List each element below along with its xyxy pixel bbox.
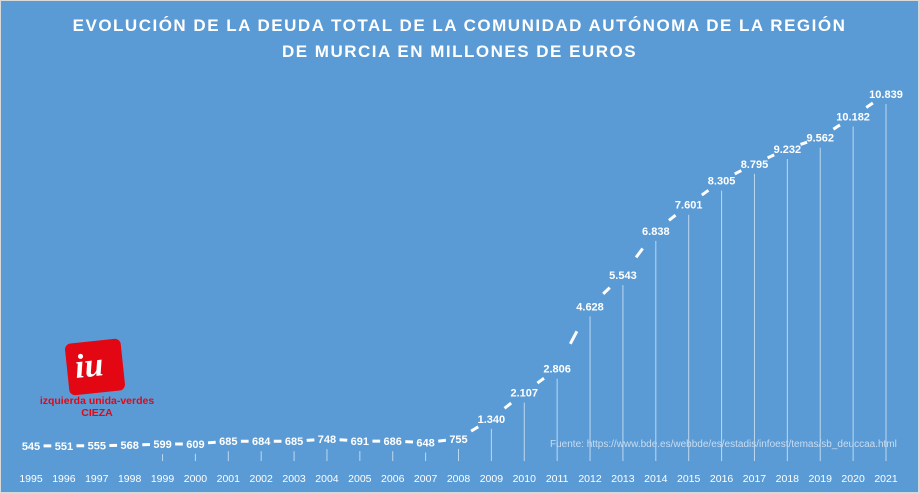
data-label-2015: 7.601 — [675, 200, 703, 212]
x-tick-label-2013: 2013 — [611, 473, 635, 485]
logo-caption: izquierda unida-verdes CIEZA — [37, 395, 157, 419]
data-label-2005: 691 — [351, 436, 369, 448]
line-segment-2011 — [568, 330, 579, 345]
data-label-1998: 568 — [120, 440, 138, 452]
x-tick-label-1997: 1997 — [85, 473, 109, 485]
x-tick-label-2017: 2017 — [743, 473, 767, 485]
line-segment-2017 — [766, 153, 775, 160]
x-tick-label-2011: 2011 — [546, 473, 569, 485]
line-segment-2009 — [503, 401, 513, 410]
data-label-2002: 684 — [252, 436, 271, 448]
x-tick-label-2021: 2021 — [874, 473, 898, 485]
data-label-2021: 10.839 — [869, 89, 903, 101]
line-segment-2003 — [306, 438, 315, 442]
x-tick-label-2014: 2014 — [644, 473, 668, 485]
line-segment-2012 — [602, 286, 611, 295]
line-segment-2018 — [800, 140, 808, 146]
data-label-2007: 648 — [416, 437, 434, 449]
iu-logo: iu — [64, 338, 126, 396]
line-segment-2010 — [536, 377, 545, 385]
line-segment-2007 — [438, 438, 447, 443]
x-tick-label-1998: 1998 — [118, 473, 142, 485]
logo-name: izquierda unida-verdes — [39, 395, 155, 407]
x-tick-label-2019: 2019 — [809, 473, 833, 485]
x-tick-label-2015: 2015 — [677, 473, 701, 485]
x-tick-label-1999: 1999 — [151, 473, 175, 485]
data-label-2012: 4.628 — [576, 301, 604, 313]
x-tick-label-2018: 2018 — [776, 473, 800, 485]
x-tick-label-2007: 2007 — [414, 473, 438, 485]
x-tick-label-1995: 1995 — [19, 473, 43, 485]
data-label-2009: 1.340 — [478, 414, 506, 426]
x-tick-label-2004: 2004 — [315, 473, 339, 485]
data-label-1997: 555 — [88, 441, 106, 453]
line-segment-2013 — [634, 247, 644, 259]
x-tick-label-2010: 2010 — [513, 473, 537, 485]
data-label-2000: 609 — [186, 439, 204, 451]
x-tick-label-2016: 2016 — [710, 473, 734, 485]
data-label-2001: 685 — [219, 436, 237, 448]
x-tick-label-2000: 2000 — [184, 473, 208, 485]
logo-mark: iu — [73, 346, 106, 386]
x-tick-label-2002: 2002 — [250, 473, 274, 485]
chart-title: EVOLUCIÓN DE LA DEUDA TOTAL DE LA COMUNI… — [1, 13, 918, 65]
data-label-2014: 6.838 — [642, 226, 670, 238]
x-tick-label-2020: 2020 — [841, 473, 865, 485]
logo-place: CIEZA — [81, 407, 113, 419]
data-label-2004: 748 — [318, 434, 336, 446]
data-label-2016: 8.305 — [708, 176, 736, 188]
data-label-2003: 685 — [285, 436, 303, 448]
x-tick-label-2005: 2005 — [348, 473, 372, 485]
line-segment-2015 — [700, 189, 710, 197]
line-segment-2020 — [865, 101, 874, 109]
x-tick-label-1996: 1996 — [52, 473, 76, 485]
line-segment-2016 — [734, 169, 742, 176]
data-label-1995: 545 — [22, 441, 40, 453]
line-segment-2008 — [470, 425, 480, 433]
data-label-2008: 755 — [449, 434, 467, 446]
source-note: Fuente: https://www.bde.es/webbde/es/est… — [550, 439, 897, 450]
title-line-1: EVOLUCIÓN DE LA DEUDA TOTAL DE LA COMUNI… — [72, 16, 847, 35]
data-label-1996: 551 — [55, 441, 73, 453]
data-label-2006: 686 — [384, 436, 402, 448]
line-segment-2019 — [832, 123, 841, 131]
x-tick-label-2009: 2009 — [480, 473, 504, 485]
x-tick-label-2001: 2001 — [217, 473, 241, 485]
line-segment-2014 — [668, 213, 677, 222]
x-tick-label-2006: 2006 — [381, 473, 405, 485]
data-label-2019: 9.562 — [806, 133, 834, 145]
data-label-2010: 2.107 — [511, 388, 539, 400]
data-label-2018: 9.232 — [774, 144, 802, 156]
data-label-2020: 10.182 — [836, 111, 870, 123]
title-line-2: DE MURCIA EN MILLONES DE EUROS — [281, 42, 638, 61]
data-label-2011: 2.806 — [543, 364, 571, 376]
data-label-2013: 5.543 — [609, 270, 637, 282]
x-tick-label-2008: 2008 — [447, 473, 471, 485]
line-segment-2000 — [207, 440, 216, 445]
x-tick-label-2003: 2003 — [282, 473, 306, 485]
data-label-1999: 599 — [153, 439, 171, 451]
x-tick-label-2012: 2012 — [578, 473, 602, 485]
data-label-2017: 8.795 — [741, 159, 769, 171]
